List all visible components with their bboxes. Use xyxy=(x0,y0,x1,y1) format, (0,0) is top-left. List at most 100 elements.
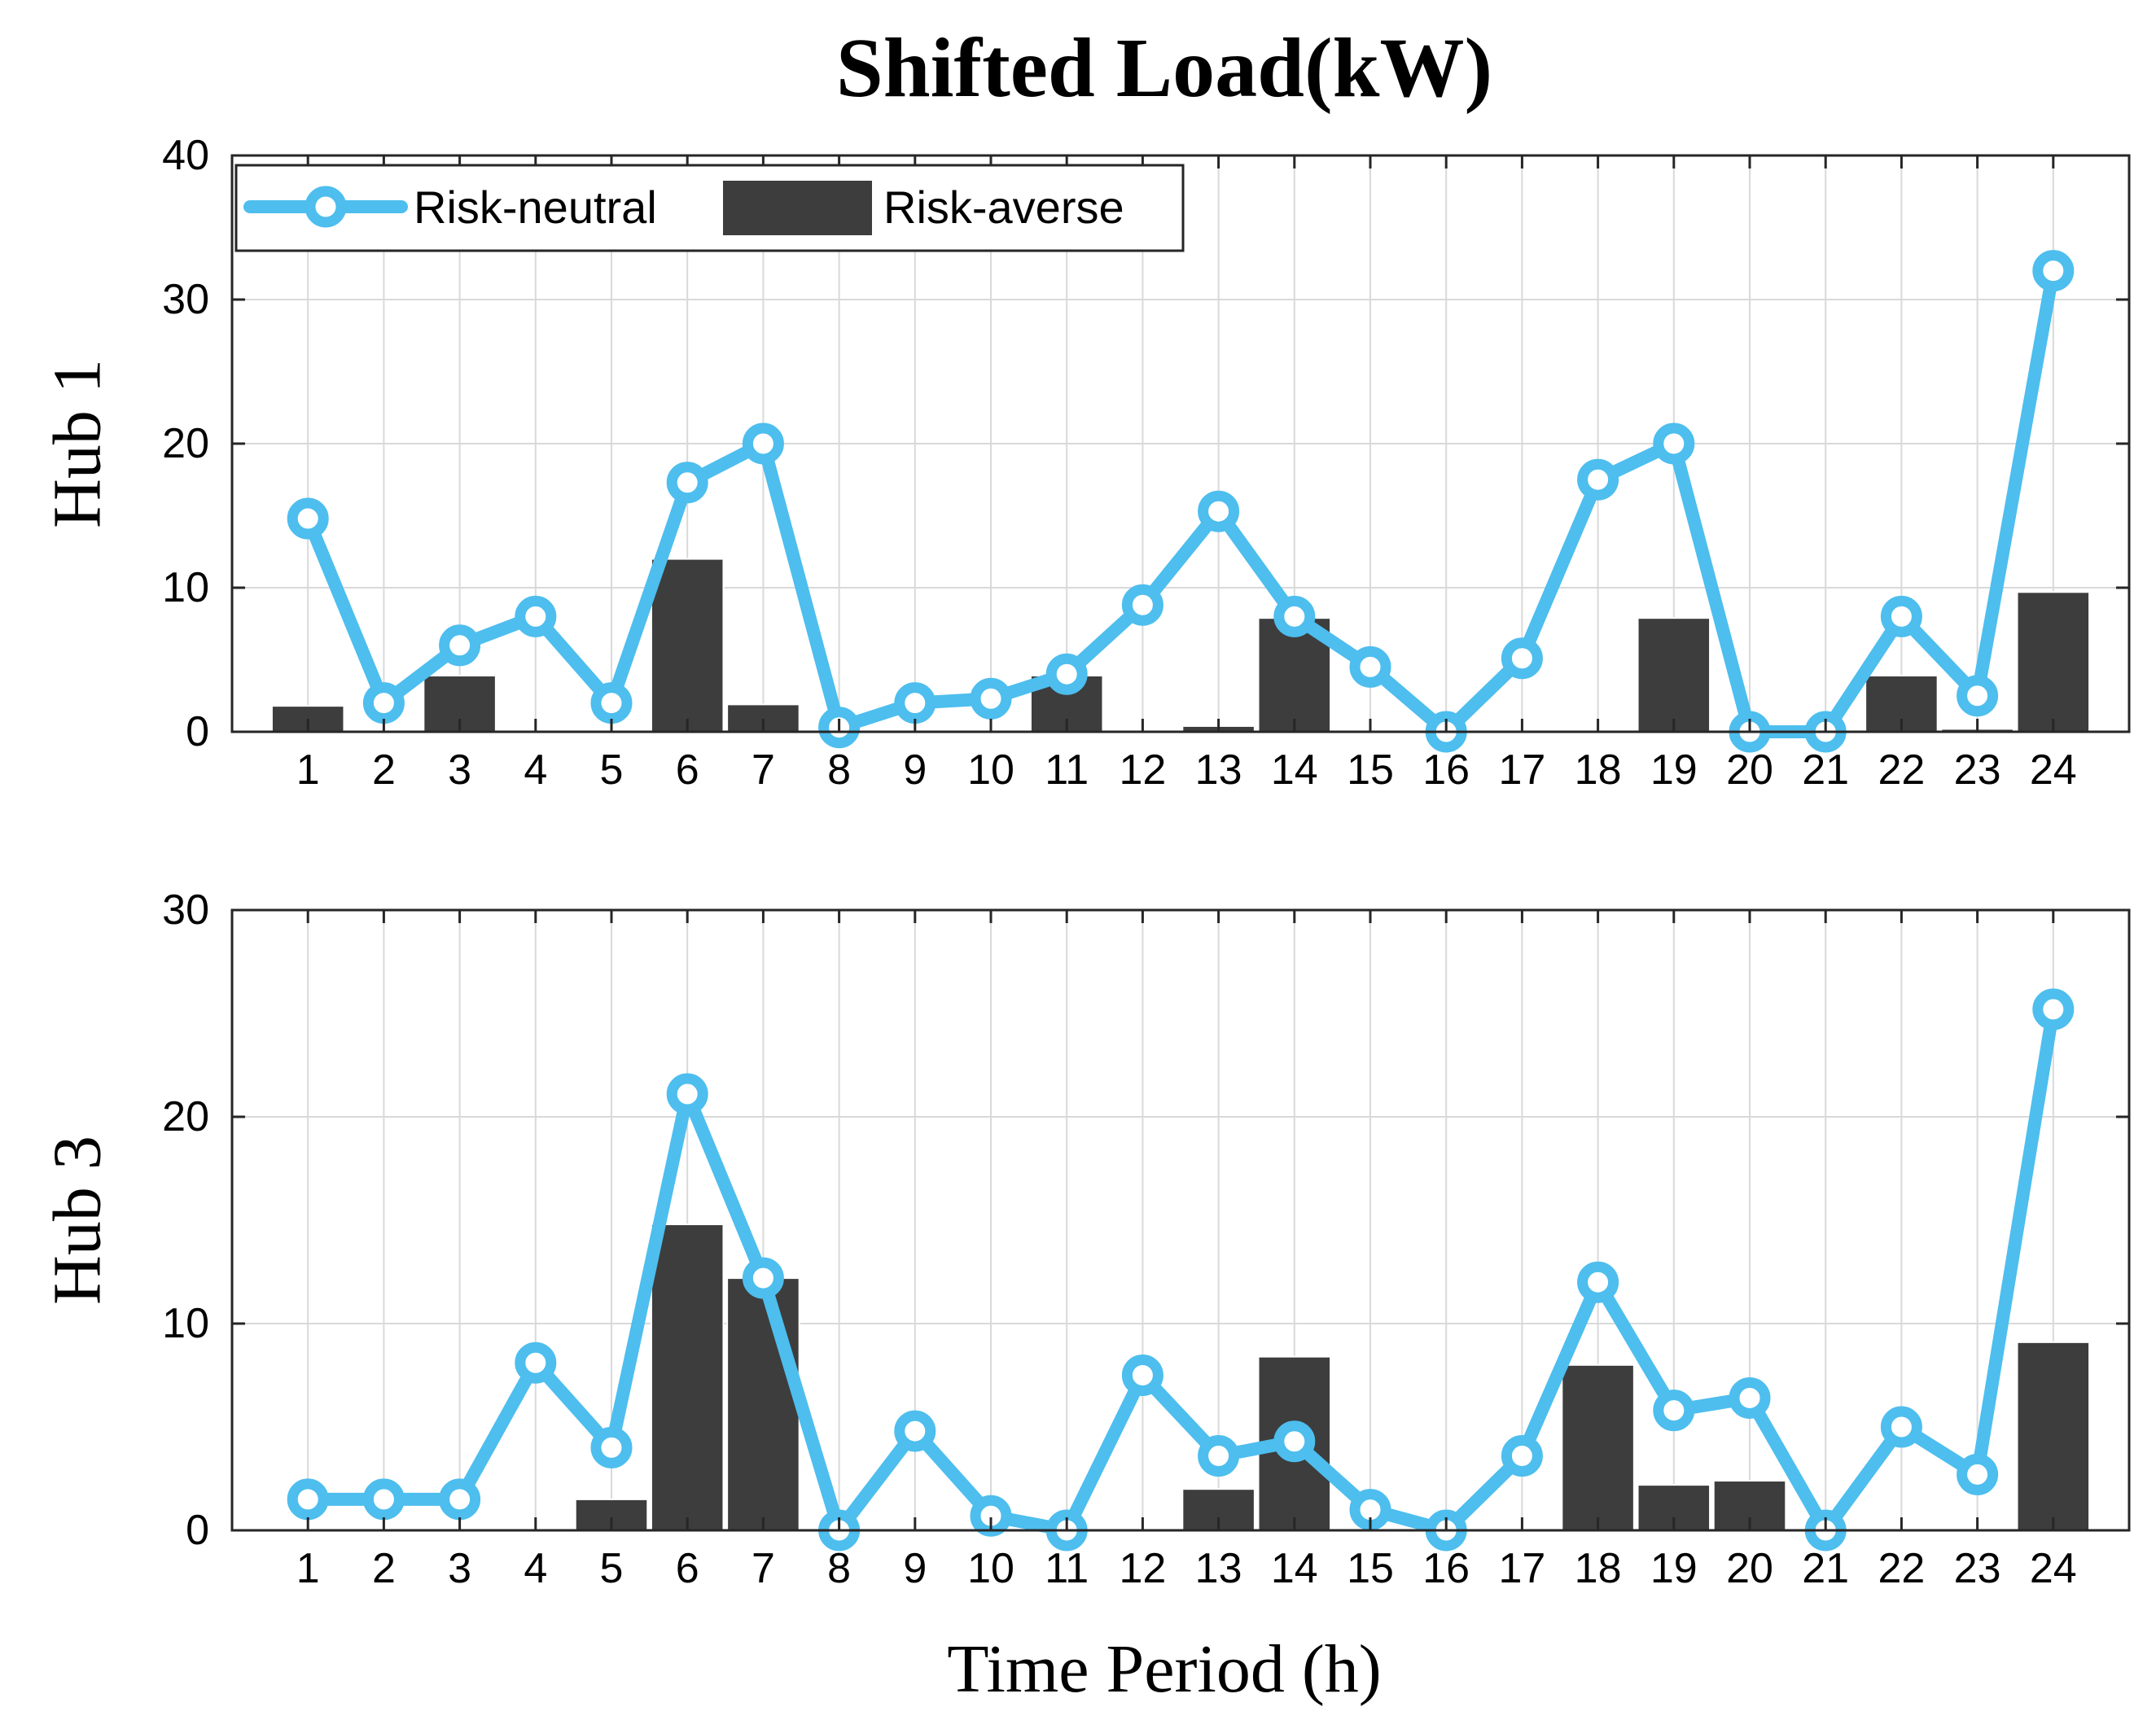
hub-3-risk-neutral-point xyxy=(1880,1406,1922,1448)
hub-1-risk-neutral-point xyxy=(1653,422,1695,465)
hub-3-risk-neutral-point xyxy=(1653,1390,1695,1432)
hub-3-x-tick-label: 12 xyxy=(1119,1545,1166,1592)
hub-3-risk-averse-bar xyxy=(650,1223,725,1531)
hub-1-risk-neutral-point xyxy=(515,595,557,637)
hub-3-x-tick-label: 5 xyxy=(600,1545,624,1592)
hub-1-risk-neutral-point xyxy=(1349,646,1391,688)
hub-3-y-axis-label: Hub 3 xyxy=(40,1136,116,1305)
hub-1-x-tick-label: 14 xyxy=(1271,746,1318,794)
hub-1-risk-neutral-point xyxy=(894,682,936,724)
hub-1-x-axis-ticks: 1 2 3 4 5 6 7 8 9 10 11 12 13 14 15 16 17 18 19 20 21 22 23 24 xyxy=(296,155,2077,794)
hub-3-x-tick-label: 8 xyxy=(827,1545,851,1592)
hub-1-y-axis-label: Hub 1 xyxy=(40,359,116,528)
hub-3-x-tick-label: 10 xyxy=(967,1545,1014,1592)
hub-1-x-tick-label: 9 xyxy=(903,746,927,794)
hub-1-risk-neutral-point xyxy=(1880,595,1922,637)
hub-3-risk-neutral-point xyxy=(1957,1453,1999,1495)
hub-3-x-tick-label: 9 xyxy=(903,1545,927,1592)
hub-3-x-tick-label: 24 xyxy=(2030,1545,2077,1592)
hub-3-y-tick-label: 0 xyxy=(186,1507,209,1554)
hub-1-x-tick-label: 20 xyxy=(1726,746,1773,794)
hub-1-risk-neutral-point xyxy=(1121,584,1163,626)
hub-3-x-tick-label: 2 xyxy=(372,1545,396,1592)
hub-1-risk-neutral-point xyxy=(287,497,329,540)
legend: Risk-neutral Risk-averse xyxy=(234,164,1185,252)
hub-1-y-tick-label: 40 xyxy=(162,132,209,179)
hub-1-risk-neutral-point xyxy=(439,624,481,667)
chart-title: Shifted Load(kW) xyxy=(836,21,1492,115)
hub-1-x-tick-label: 16 xyxy=(1422,746,1470,794)
hub-1-x-tick-label: 7 xyxy=(752,746,775,794)
hub-1-risk-neutral-point xyxy=(1501,637,1543,680)
hub-1-risk-neutral-point xyxy=(970,677,1012,720)
legend-risk-averse-label: Risk-averse xyxy=(883,182,1124,233)
hub-3-risk-averse-bar xyxy=(574,1498,649,1532)
hub-3-risk-averse-bar xyxy=(726,1277,800,1531)
hub-3-risk-neutral-point xyxy=(1501,1435,1543,1477)
hub-1-risk-averse-bar xyxy=(2016,591,2091,733)
hub-3-risk-neutral-line xyxy=(287,988,2075,1552)
hub-1-x-tick-label: 11 xyxy=(1045,746,1089,794)
hub-1-x-tick-label: 18 xyxy=(1575,746,1622,794)
hub-3-x-tick-label: 23 xyxy=(1954,1545,2001,1592)
hub-3-x-tick-label: 17 xyxy=(1498,1545,1545,1592)
x-axis-label: Time Period (h) xyxy=(947,1631,1382,1707)
hub-1-x-tick-label: 24 xyxy=(2030,746,2077,794)
hub-1-x-tick-label: 6 xyxy=(676,746,699,794)
legend-risk-averse-swatch xyxy=(723,181,872,235)
hub-1-risk-neutral-point xyxy=(590,682,633,724)
hub-1-x-tick-label: 23 xyxy=(1954,746,2001,794)
hub-1-x-tick-label: 3 xyxy=(448,746,471,794)
hub-3-y-axis-ticks: 0 10 20 30 xyxy=(162,886,2129,1554)
hub-3-risk-neutral-point xyxy=(439,1478,481,1521)
hub-1-x-tick-label: 19 xyxy=(1650,746,1698,794)
hub-1-risk-neutral-point xyxy=(742,422,784,465)
hub-1-x-tick-label: 21 xyxy=(1802,746,1849,794)
hub-3-risk-neutral-point xyxy=(894,1410,936,1452)
hub-1-x-tick-label: 1 xyxy=(296,746,320,794)
hub-3-x-tick-label: 20 xyxy=(1726,1545,1773,1592)
hub-1-y-tick-label: 30 xyxy=(162,276,209,323)
hub-3-x-tick-label: 14 xyxy=(1271,1545,1318,1592)
hub-1-x-tick-label: 12 xyxy=(1119,746,1166,794)
hub-3-x-tick-label: 3 xyxy=(448,1545,471,1592)
hub-3-x-tick-label: 4 xyxy=(524,1545,547,1592)
hub-3-risk-neutral-point xyxy=(1577,1261,1619,1303)
hub-3-x-tick-label: 22 xyxy=(1878,1545,1925,1592)
hub-3-risk-neutral-point xyxy=(1198,1435,1240,1477)
hub-1-x-tick-label: 22 xyxy=(1878,746,1925,794)
hub-3-x-tick-label: 15 xyxy=(1347,1545,1394,1592)
hub-1-x-tick-label: 2 xyxy=(372,746,396,794)
hub-1-x-tick-label: 17 xyxy=(1498,746,1545,794)
hub-3-x-tick-label: 1 xyxy=(296,1545,320,1592)
hub-3-risk-neutral-point xyxy=(362,1478,405,1521)
hub-1-x-tick-label: 10 xyxy=(967,746,1014,794)
hub-3-x-tick-label: 11 xyxy=(1045,1545,1089,1592)
hub-3-risk-neutral-point xyxy=(666,1073,708,1115)
hub-3-y-tick-label: 20 xyxy=(162,1093,209,1140)
hub-1-x-tick-label: 8 xyxy=(827,746,851,794)
hub-3-risk-neutral-point xyxy=(287,1478,329,1521)
hub-3-x-tick-label: 6 xyxy=(676,1545,699,1592)
hub-1-risk-neutral-point xyxy=(1957,675,1999,717)
hub-1-y-axis-ticks: 0 10 20 30 40 xyxy=(162,132,2129,755)
hub-1-y-tick-label: 0 xyxy=(186,708,209,755)
hub-1-risk-neutral-point xyxy=(1045,653,1088,695)
hub-3-risk-neutral-point xyxy=(1121,1355,1163,1396)
hub-3-y-tick-label: 30 xyxy=(162,886,209,934)
hub-3-x-axis-ticks: 1 2 3 4 5 6 7 8 9 10 11 12 13 14 15 16 17 18 19 20 21 22 23 24 xyxy=(296,910,2077,1592)
hub-3-y-tick-label: 10 xyxy=(162,1300,209,1347)
hub-1-risk-neutral-point xyxy=(666,462,708,504)
hub-3-x-tick-label: 16 xyxy=(1422,1545,1470,1592)
hub-1-x-tick-label: 5 xyxy=(600,746,624,794)
hub-1-risk-neutral-point xyxy=(1198,490,1240,532)
hub-3-x-tick-label: 19 xyxy=(1650,1545,1698,1592)
hub-3-x-tick-label: 18 xyxy=(1575,1545,1622,1592)
hub-3-x-tick-label: 13 xyxy=(1195,1545,1242,1592)
legend-risk-neutral-label: Risk-neutral xyxy=(414,182,657,233)
hub-3-risk-averse-bar xyxy=(2016,1341,2091,1531)
